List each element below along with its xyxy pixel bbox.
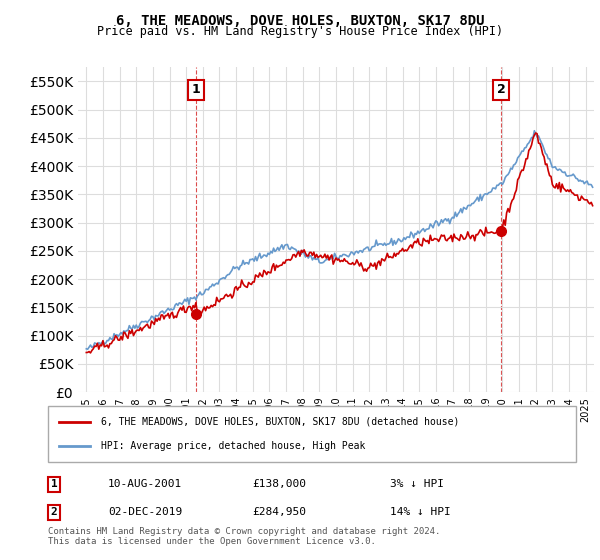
Text: 6, THE MEADOWS, DOVE HOLES, BUXTON, SK17 8DU (detached house): 6, THE MEADOWS, DOVE HOLES, BUXTON, SK17… xyxy=(101,417,459,427)
FancyBboxPatch shape xyxy=(48,406,576,462)
Text: 10-AUG-2001: 10-AUG-2001 xyxy=(108,479,182,489)
Text: 1: 1 xyxy=(192,83,200,96)
Text: Price paid vs. HM Land Registry's House Price Index (HPI): Price paid vs. HM Land Registry's House … xyxy=(97,25,503,38)
Text: 02-DEC-2019: 02-DEC-2019 xyxy=(108,507,182,517)
Text: 1: 1 xyxy=(50,479,58,489)
Text: 2: 2 xyxy=(50,507,58,517)
Text: 3% ↓ HPI: 3% ↓ HPI xyxy=(390,479,444,489)
Text: £284,950: £284,950 xyxy=(252,507,306,517)
Text: 14% ↓ HPI: 14% ↓ HPI xyxy=(390,507,451,517)
Text: HPI: Average price, detached house, High Peak: HPI: Average price, detached house, High… xyxy=(101,441,365,451)
Text: 2: 2 xyxy=(497,83,505,96)
Text: Contains HM Land Registry data © Crown copyright and database right 2024.
This d: Contains HM Land Registry data © Crown c… xyxy=(48,526,440,546)
Text: 6, THE MEADOWS, DOVE HOLES, BUXTON, SK17 8DU: 6, THE MEADOWS, DOVE HOLES, BUXTON, SK17… xyxy=(116,14,484,28)
Text: £138,000: £138,000 xyxy=(252,479,306,489)
